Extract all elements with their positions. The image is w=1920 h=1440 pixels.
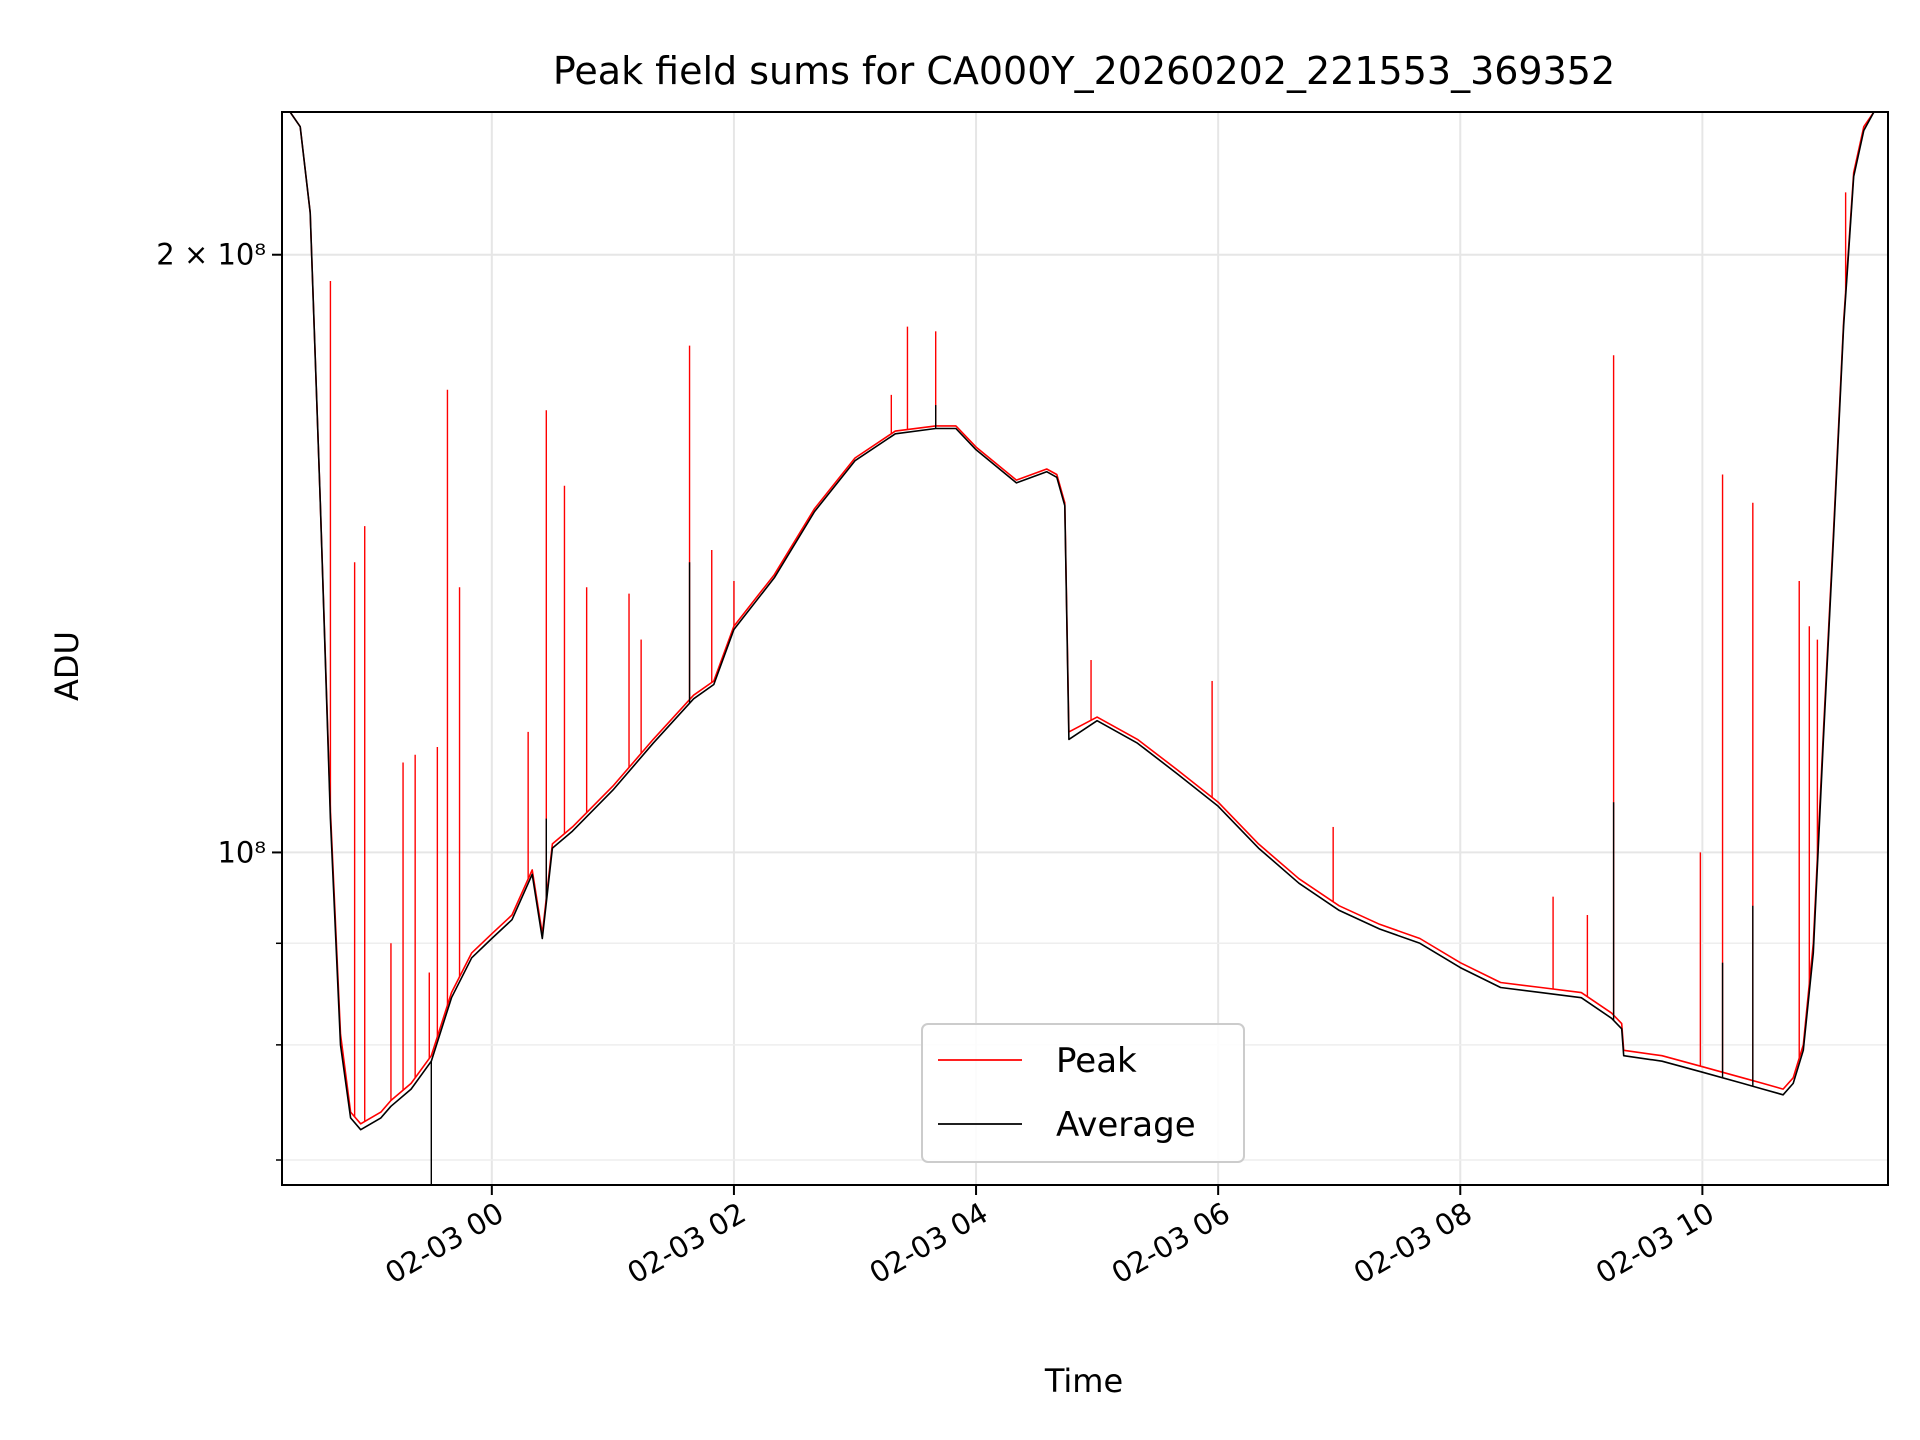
plot-frame — [281, 111, 1889, 1186]
y-axis-ticks: 2 × 10⁸ 10⁸ — [156, 238, 282, 1161]
y-tick-label: 10⁸ — [217, 835, 266, 869]
legend-label-peak: Peak — [1056, 1041, 1137, 1081]
chart-title: Peak field sums for CA000Y_20260202_2215… — [553, 49, 1615, 93]
y-tick-label: 2 × 10⁸ — [156, 238, 266, 272]
legend-label-average: Average — [1056, 1105, 1196, 1145]
series-lines — [282, 112, 1888, 1185]
y-axis-title: ADU — [48, 631, 86, 701]
x-axis-title: Time — [1044, 1362, 1123, 1400]
legend-box — [921, 1023, 1245, 1163]
legend: Peak Average — [921, 1023, 1245, 1163]
